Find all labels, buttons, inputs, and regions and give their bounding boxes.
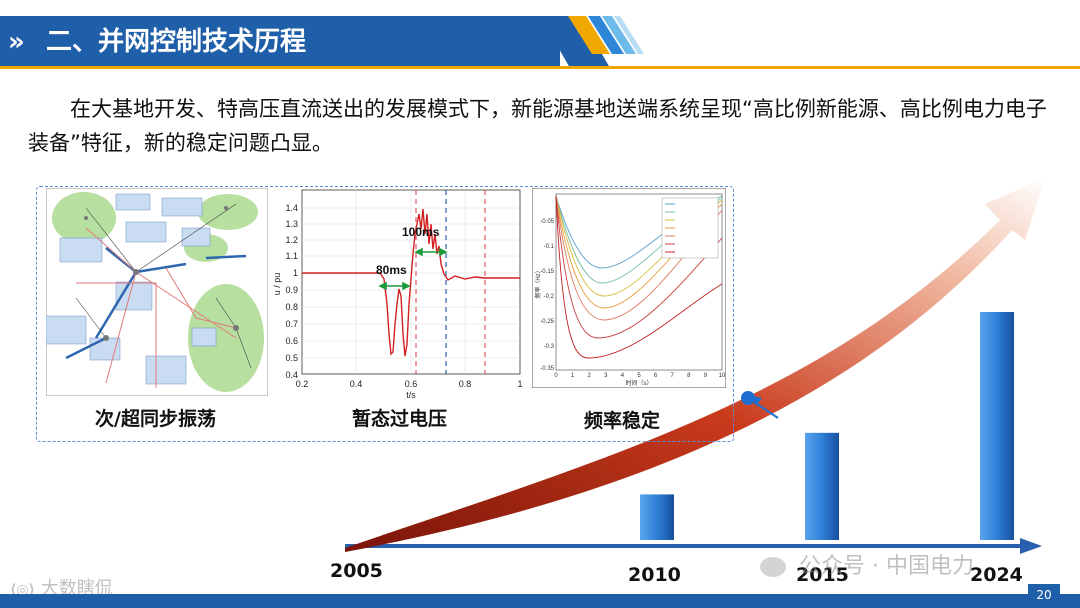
y-tick: 1.2 (285, 235, 298, 245)
y-tick: -0.1 (544, 244, 555, 250)
x-tick: 1 (517, 379, 522, 389)
year-label: 2015 (796, 564, 849, 586)
y-tick: 0.5 (285, 353, 298, 363)
y-tick: -0.2 (544, 294, 555, 300)
annotation-100ms: 100ms (402, 225, 440, 239)
year-label: 2005 (330, 560, 383, 582)
x-tick: 2 (588, 373, 592, 379)
y-tick: -0.3 (544, 344, 555, 350)
y-axis-label: u / pu (272, 273, 282, 296)
year-label: 2024 (970, 564, 1023, 586)
intro-paragraph: 在大基地开发、特高压直流送出的发展模式下，新能源基地送端系统呈现“高比例新能源、… (28, 97, 1047, 155)
marker-dot (741, 391, 755, 405)
x-axis-label: t/s (406, 390, 416, 400)
growth-bar-2010 (640, 494, 674, 540)
watermark-right: 公众号 · 中国电力 (760, 548, 974, 580)
y-tick: -0.25 (540, 319, 554, 325)
figure-caption: 暂态过电压 (352, 408, 448, 430)
x-tick: 0 (554, 373, 558, 379)
x-tick: 0.6 (405, 379, 418, 389)
figures-frame (36, 186, 734, 442)
y-tick: -0.05 (540, 219, 554, 225)
watermark-right-text: 公众号 · 中国电力 (799, 554, 974, 579)
watermark-left-text: 大数瞎侃 (40, 578, 113, 599)
x-tick: 7 (671, 373, 675, 379)
y-axis-label: 频率（Hz） (534, 267, 542, 298)
x-tick: 3 (604, 373, 608, 379)
y-tick: -0.15 (540, 269, 554, 275)
growth-bars (640, 312, 1014, 540)
network-diagram-figure (46, 188, 268, 396)
figure-caption: 频率稳定 (584, 410, 661, 432)
x-tick: 10 (719, 373, 726, 379)
annotation-80ms: 80ms (376, 263, 407, 277)
x-tick: 5 (637, 373, 641, 379)
wechat-icon (760, 557, 786, 577)
y-tick: -0.35 (540, 366, 554, 372)
year-label: 2010 (628, 564, 681, 586)
growth-graphic (345, 178, 1045, 554)
header-stripes-decoration (540, 16, 644, 68)
y-tick: 1.1 (285, 251, 298, 261)
y-tick: 0.7 (285, 319, 298, 329)
x-tick: 6 (654, 373, 658, 379)
voltage-plot-figure: 1.4 1.3 1.2 1.1 1 0.9 0.8 0.7 0.6 0.5 0.… (272, 189, 523, 400)
x-tick: 0.2 (296, 379, 309, 389)
y-tick: 0.6 (285, 336, 298, 346)
page-title: 二、并网控制技术历程 (46, 27, 307, 57)
x-tick: 0.8 (459, 379, 472, 389)
y-tick: 0.9 (285, 285, 298, 295)
growth-bar-2024 (980, 312, 1014, 540)
page-number: 20 (1028, 584, 1060, 606)
y-tick: 0.4 (285, 370, 298, 380)
chevron-icon: » (8, 27, 25, 57)
footer-band (0, 594, 1080, 608)
timeline-arrowhead (1020, 538, 1042, 554)
x-tick: 4 (621, 373, 625, 379)
header-underline (0, 66, 1080, 69)
header-band (0, 16, 560, 68)
y-tick: 1.4 (285, 203, 298, 213)
x-tick: 0.4 (350, 379, 363, 389)
x-tick: 9 (704, 373, 708, 379)
y-tick: 1 (293, 268, 298, 278)
x-axis-label: 时间（s） (625, 379, 652, 387)
frequency-plot-figure: -0.05 -0.1 -0.15 -0.2 -0.25 -0.3 -0.35 0… (532, 188, 726, 388)
figure-caption: 次/超同步振荡 (95, 408, 216, 430)
y-tick: 1.3 (285, 219, 298, 229)
growth-bar-2015 (805, 432, 839, 540)
x-tick: 8 (687, 373, 691, 379)
y-tick: 0.8 (285, 302, 298, 312)
x-tick: 1 (571, 373, 575, 379)
